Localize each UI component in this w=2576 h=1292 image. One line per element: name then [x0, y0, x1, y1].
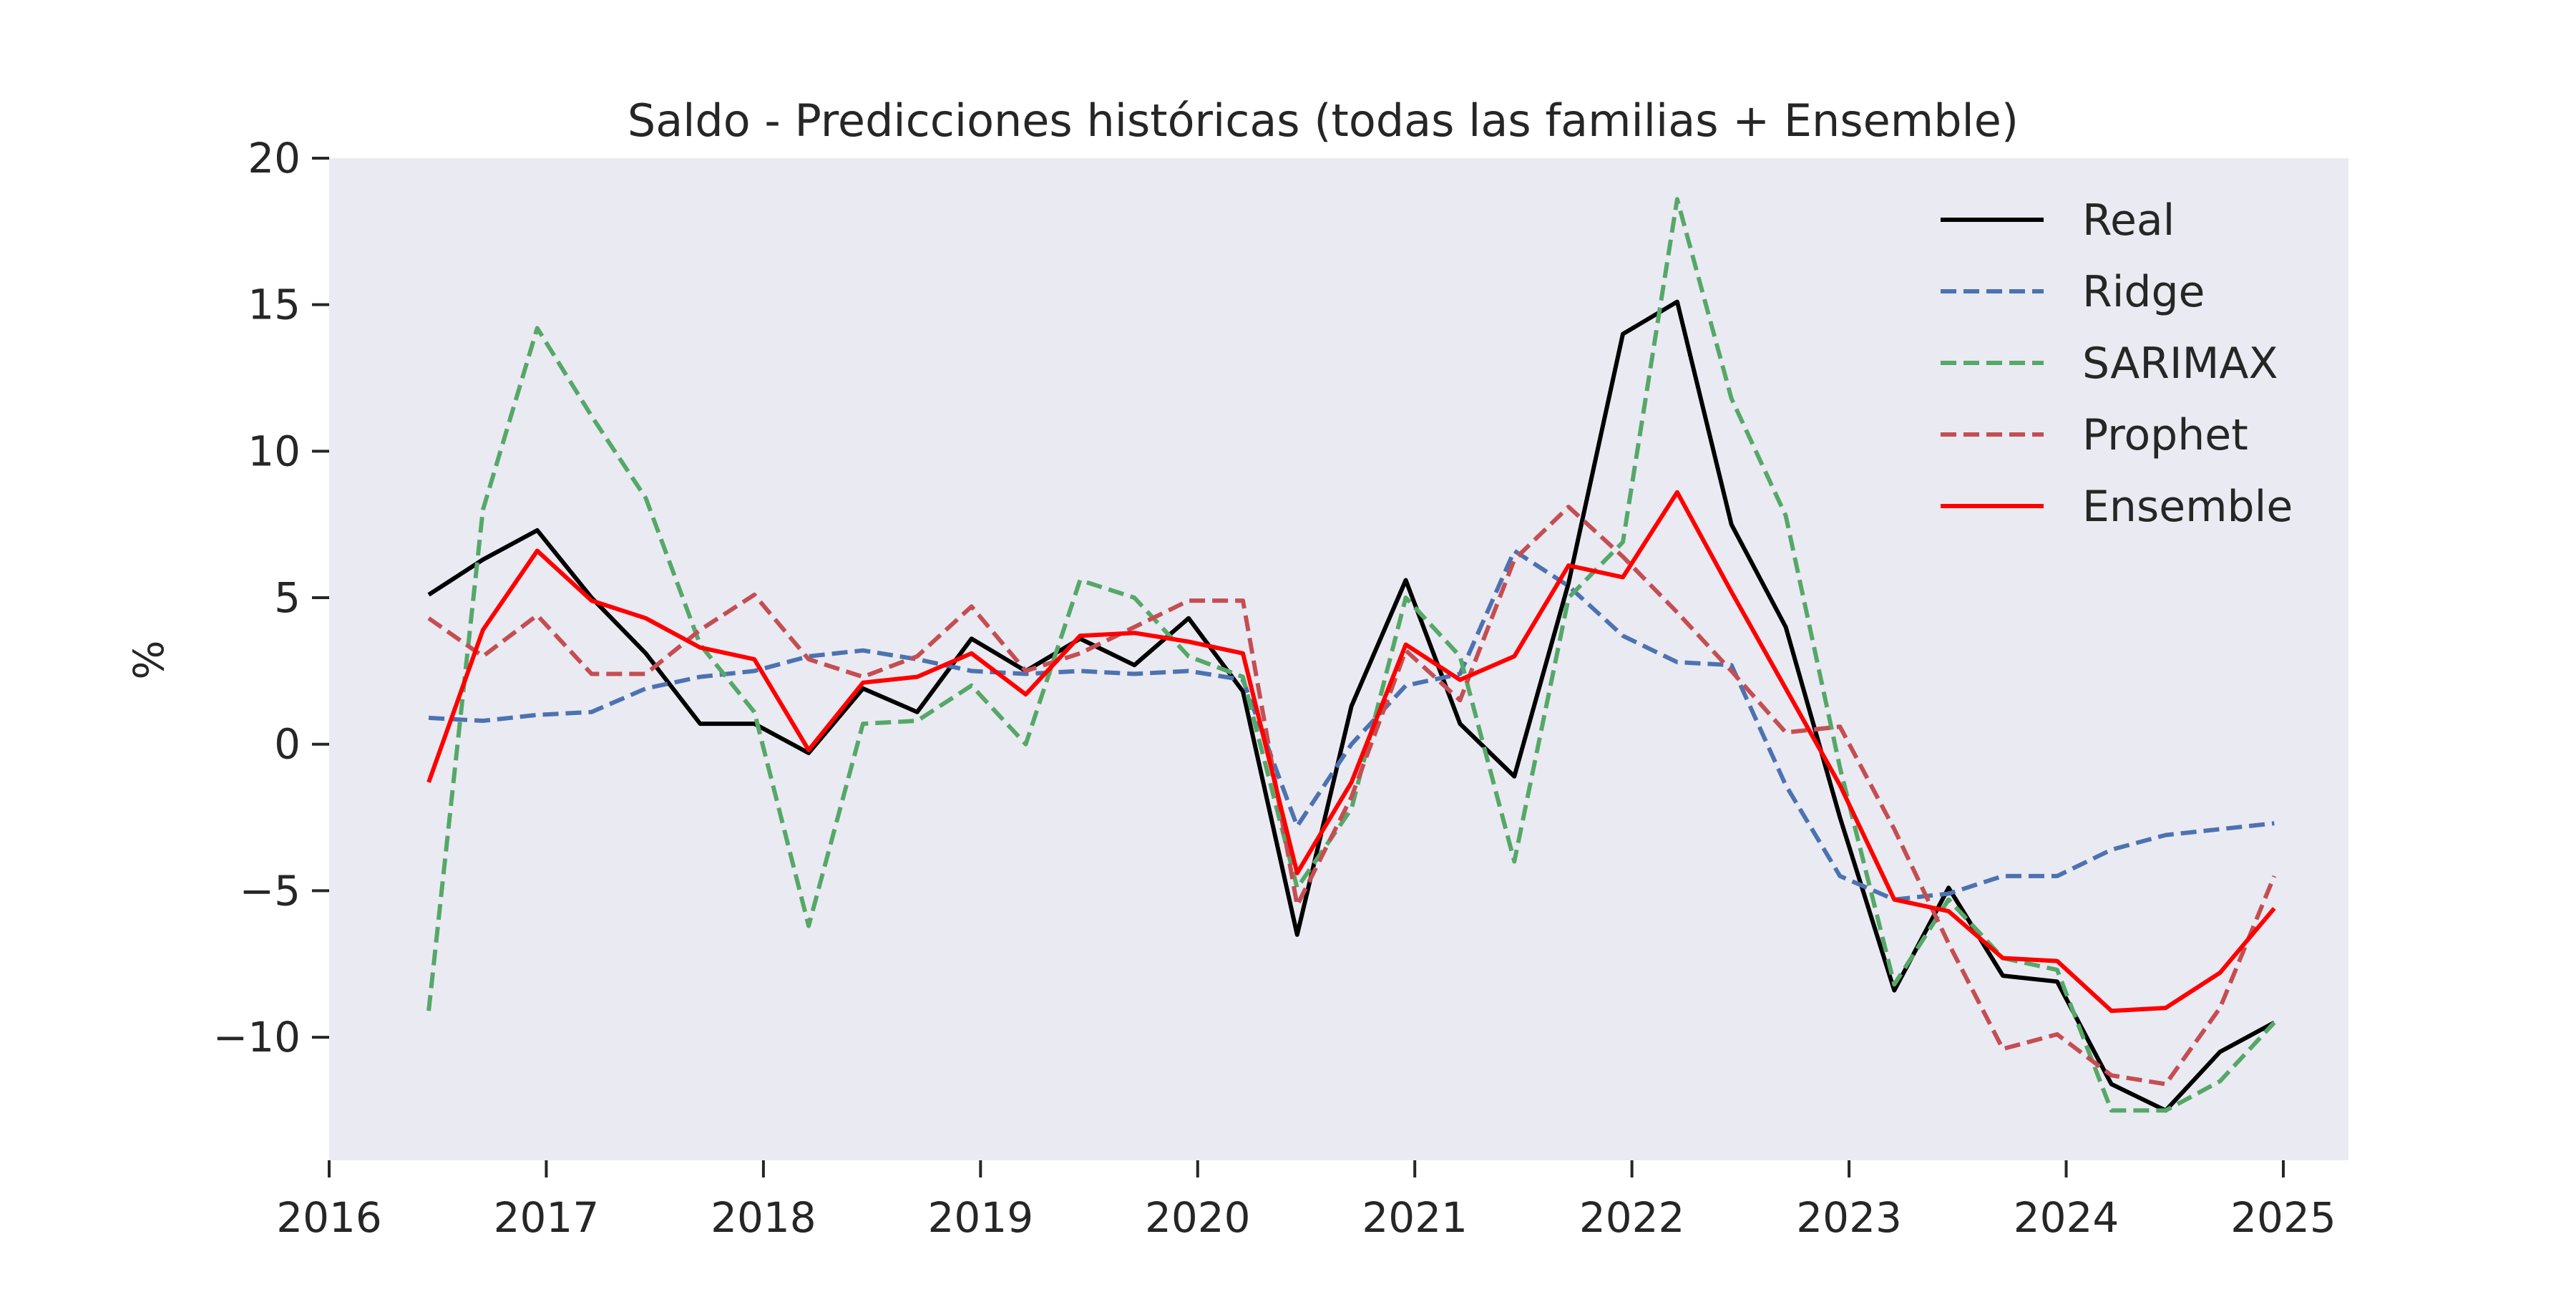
series-line-prophet [427, 505, 2277, 1087]
series-layer [426, 197, 2277, 1113]
y-axis: −10 −5 0 5 10 15 20 [213, 134, 329, 1062]
legend-label-ensemble: Ensemble [2082, 482, 2293, 532]
x-tick-label: 2018 [711, 1193, 816, 1242]
x-axis: 2016 2017 2018 2019 2020 2021 2022 2023 2024 2025 [276, 1160, 2336, 1242]
legend-label-real: Real [2082, 195, 2175, 246]
y-tick-label: 15 [248, 281, 301, 329]
chart-title: Saldo - Predicciones históricas (todas l… [628, 94, 2019, 147]
y-tick-label: 0 [274, 720, 301, 769]
x-tick-label: 2024 [2014, 1193, 2119, 1242]
series-line-sarimax [426, 197, 2276, 1113]
y-tick-label: 10 [248, 427, 301, 475]
plot-area [329, 158, 2348, 1160]
series-line-ridge [428, 548, 2275, 902]
y-tick-label: −10 [213, 1013, 301, 1062]
legend-label-prophet: Prophet [2082, 410, 2248, 460]
x-tick-label: 2021 [1362, 1193, 1468, 1242]
x-tick-label: 2022 [1579, 1193, 1685, 1242]
x-tick-label: 2025 [2230, 1193, 2336, 1242]
series-line-ensemble [426, 490, 2276, 1014]
legend-label-ridge: Ridge [2082, 267, 2205, 317]
x-tick-label: 2023 [1796, 1193, 1902, 1242]
x-tick-label: 2019 [928, 1193, 1034, 1242]
y-tick-label: 20 [248, 134, 301, 183]
x-tick-label: 2017 [494, 1193, 600, 1242]
x-tick-label: 2016 [276, 1193, 382, 1242]
y-tick-label: −5 [240, 866, 301, 915]
legend-label-sarimax: SARIMAX [2082, 339, 2278, 389]
y-axis-label: % [125, 640, 173, 679]
y-tick-label: 5 [274, 573, 301, 622]
x-tick-label: 2020 [1145, 1193, 1251, 1242]
legend: Real Ridge SARIMAX Prophet Ensemble [1941, 195, 2293, 532]
